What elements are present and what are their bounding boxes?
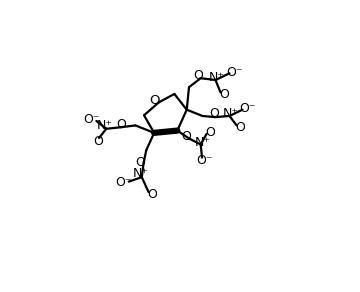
Text: O: O (193, 69, 203, 82)
Text: O⁻: O⁻ (196, 154, 212, 167)
Text: O: O (149, 94, 160, 107)
Text: O⁻: O⁻ (83, 113, 100, 126)
Text: O: O (148, 188, 158, 201)
Text: O⁻: O⁻ (239, 102, 256, 115)
Text: O: O (181, 130, 191, 143)
Text: N⁺: N⁺ (132, 168, 149, 180)
Text: O: O (135, 156, 145, 168)
Text: O: O (210, 107, 220, 121)
Text: O: O (206, 126, 216, 139)
Text: N⁺: N⁺ (97, 119, 113, 132)
Text: O: O (93, 135, 103, 148)
Text: O⁻: O⁻ (226, 66, 243, 79)
Text: O: O (220, 88, 229, 101)
Text: O⁻: O⁻ (116, 176, 132, 189)
Text: N⁺: N⁺ (194, 136, 210, 149)
Text: N⁺: N⁺ (222, 107, 239, 119)
Text: O: O (117, 118, 126, 131)
Text: O: O (235, 121, 245, 134)
Text: N⁺: N⁺ (209, 71, 225, 84)
